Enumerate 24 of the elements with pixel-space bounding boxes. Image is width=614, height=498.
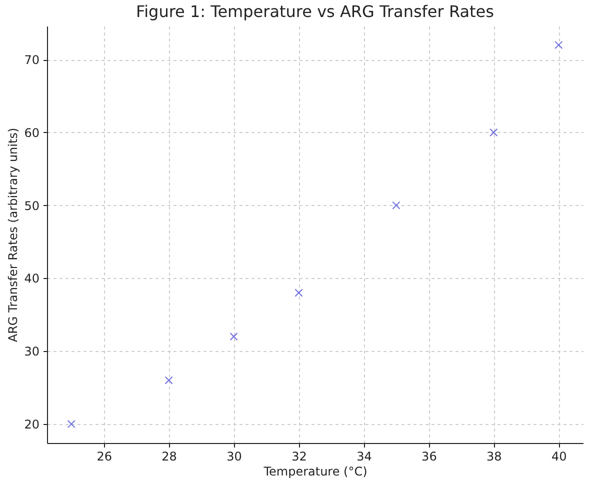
point [230, 332, 238, 341]
y-tick-label: 50 [24, 198, 40, 213]
y-tick-label: 70 [24, 53, 40, 68]
chart-title: Figure 1: Temperature vs ARG Transfer Rates [136, 2, 494, 21]
point [164, 376, 173, 384]
y-axis-title: ARG Transfer Rates (arbitrary units) [6, 128, 20, 342]
x-tick-label: 30 [226, 450, 242, 464]
y-tick-label: 40 [24, 272, 40, 286]
point [554, 40, 563, 49]
x-tick-label: 28 [162, 450, 177, 464]
x-tick-label: 26 [96, 450, 112, 464]
y-tick-label: 30 [24, 344, 40, 359]
x-tick-label: 34 [356, 450, 372, 464]
x-tick-label: 40 [551, 450, 567, 464]
x-axis-title: Temperature (°C) [262, 464, 368, 478]
y-tick-label: 60 [24, 126, 40, 140]
x-tick-label: 32 [292, 450, 307, 464]
x-tick-label: 38 [486, 450, 502, 464]
point [294, 288, 303, 297]
x-tick-label: 36 [422, 450, 437, 464]
point [392, 201, 400, 210]
point [490, 128, 498, 136]
point [67, 420, 76, 428]
y-tick-label: 20 [24, 418, 40, 432]
